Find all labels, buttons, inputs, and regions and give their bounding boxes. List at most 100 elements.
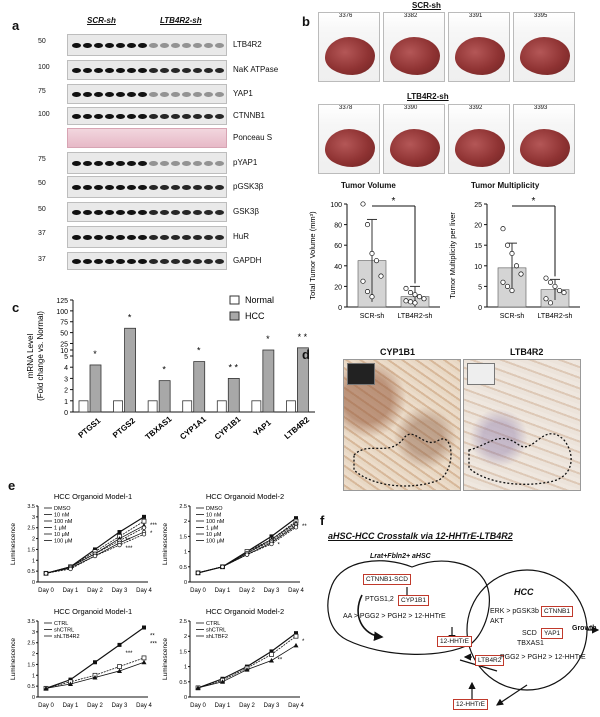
ihc-image-ltb4r2 [463, 359, 581, 491]
data-point [141, 532, 147, 537]
blot-band [160, 161, 169, 166]
significance-mark: ** [302, 524, 307, 530]
blot-band [182, 235, 191, 240]
liver-specimen [325, 129, 375, 167]
blot-band [83, 210, 92, 215]
data-point [93, 660, 97, 665]
blot-band [193, 235, 202, 240]
blot-band [182, 92, 191, 97]
legend-label: 10 nM [54, 513, 70, 519]
blot-mw-marker: 100 [38, 111, 50, 118]
y-tick-label: 1 [32, 558, 35, 564]
liver-photo: 3390 [383, 104, 445, 174]
liver-id-label: 3382 [404, 13, 418, 19]
legend-label: DMSO [206, 506, 223, 512]
y-tick-label: 2 [32, 652, 35, 658]
y-tick-label: 25 [60, 341, 68, 348]
tbxas1-label: TBXAS1 [517, 640, 544, 647]
liver-photo: 3382 [383, 12, 445, 82]
blot-strip [67, 226, 227, 248]
data-point [547, 279, 554, 285]
x-tick-label: Day 2 [239, 588, 255, 594]
blot-band [83, 114, 92, 119]
blot-band [171, 43, 180, 48]
blot-band [83, 43, 92, 48]
y-tick-label: 5 [64, 354, 68, 361]
blot-band [138, 259, 147, 264]
blot-band [127, 92, 136, 97]
blot-band [83, 68, 92, 73]
data-point [369, 250, 375, 256]
y-tick-label: 1 [64, 399, 68, 406]
data-point [117, 642, 122, 647]
panel-a-letter: a [12, 18, 20, 33]
y-tick-label: 10 [474, 264, 482, 271]
data-point [141, 525, 147, 530]
y-tick-label: 25 [474, 202, 482, 209]
liver-specimen [390, 129, 440, 167]
x-tick-label: Day 4 [136, 588, 152, 594]
blot-band [182, 210, 191, 215]
x-tick-label: CYP1B1 [213, 414, 243, 441]
group-label-ltb4r2: LTB4R2-sh [160, 16, 202, 25]
chart-title: HCC Organoid Model-1 [54, 492, 132, 501]
y-tick-label: 0 [64, 410, 68, 417]
y-tick-label: 0.5 [27, 569, 35, 575]
significance-mark: * [392, 196, 396, 207]
bar-hcc [193, 361, 206, 413]
blot-mw-marker: 50 [38, 180, 46, 187]
significance-mark: * [532, 196, 536, 207]
yap1-box: YAP1 [541, 628, 564, 639]
blot-band [160, 235, 169, 240]
y-tick-label: 0 [338, 305, 342, 312]
bar-normal [286, 400, 296, 413]
panel-b-letter: b [302, 14, 310, 29]
significance-mark: * [128, 312, 132, 322]
data-point [195, 685, 201, 690]
legend-label: shCTRL [206, 628, 226, 634]
data-point [269, 652, 274, 657]
blot-band [204, 210, 213, 215]
liver-photo: 3393 [513, 104, 575, 174]
data-point [407, 290, 414, 296]
y-tick-label: 0 [32, 580, 35, 586]
blot-band [127, 68, 136, 73]
group-label-scr: SCR-sh [87, 16, 116, 25]
data-point [117, 542, 122, 548]
y-axis-label: Luminescence [162, 523, 169, 565]
blot-band [138, 210, 147, 215]
x-tick-label: PTGS1 [76, 416, 102, 440]
y-tick-label: 4 [64, 365, 68, 372]
blot-mw-marker: 37 [38, 230, 46, 237]
blot-band [94, 68, 103, 73]
blot-label: pGSK3β [233, 182, 264, 191]
y-tick-label: 1 [184, 550, 187, 556]
legend-label: shCTRL [54, 628, 74, 634]
blot-band [105, 259, 114, 264]
significance-mark: * [266, 334, 270, 344]
blot-band [193, 114, 202, 119]
scd-label: SCD [522, 630, 537, 637]
blot-band [105, 43, 114, 48]
bar-hcc [297, 347, 309, 413]
blot-band [182, 68, 191, 73]
x-tick-label: LTB4R2-sh [398, 313, 433, 320]
blot-band [105, 92, 114, 97]
blot-band [116, 185, 125, 190]
blot-band [215, 161, 224, 166]
bar-hcc [89, 364, 102, 413]
blot-band [94, 43, 103, 48]
y-tick-label: 2.5 [179, 504, 187, 510]
ltb4r2-box: LTB4R2 [475, 655, 505, 666]
data-point [552, 283, 558, 289]
y-axis-label: Total Tumor Volume (mm³) [308, 211, 317, 300]
y-tick-label: 60 [334, 243, 342, 250]
data-point [220, 679, 225, 684]
legend-label: 10 μM [206, 532, 222, 538]
significance-mark: ** [278, 657, 283, 663]
blot-band [127, 235, 136, 240]
blot-band [138, 68, 147, 73]
y-tick-label: 3 [64, 376, 68, 383]
blot-band [138, 185, 147, 190]
